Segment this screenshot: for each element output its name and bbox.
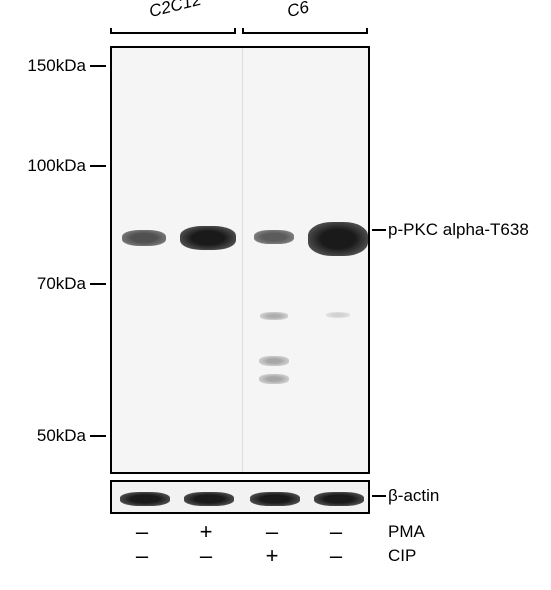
sample-bracket-2 [242, 32, 368, 34]
actin-blot [110, 480, 370, 514]
cip-lane2: – [176, 546, 236, 566]
pma-lane1: – [112, 522, 172, 542]
lane-group-divider [242, 48, 243, 472]
cip-lane1: – [112, 546, 172, 566]
pma-lane2: + [176, 522, 236, 542]
band-lane3-faint1 [260, 312, 288, 320]
mw-tick-150 [90, 65, 106, 67]
mw-label-70: 70kDa [6, 274, 86, 294]
pma-lane3: – [242, 522, 302, 542]
mw-label-100: 100kDa [6, 156, 86, 176]
western-blot-figure: C2C12 C6 150kDa 100kDa 70kDa 50kDa p-PKC… [0, 0, 551, 590]
cip-label: CIP [388, 546, 416, 566]
cip-lane3: + [242, 546, 302, 566]
sample-label-c2c12: C2C12 [147, 0, 203, 22]
band-lane3-faint3 [259, 374, 289, 384]
sample-bracket-2-left [242, 28, 244, 34]
actin-label: β-actin [388, 486, 439, 506]
main-blot [110, 46, 370, 474]
mw-tick-50 [90, 435, 106, 437]
actin-band-1 [120, 492, 170, 506]
sample-bracket-1 [110, 32, 236, 34]
sample-bracket-2-right [366, 28, 368, 34]
sample-label-c6: C6 [285, 0, 311, 22]
band-lane4-faint [326, 312, 350, 318]
band-lane2-main [180, 226, 236, 250]
band-lane4-main [308, 222, 368, 256]
actin-band-4 [314, 492, 364, 506]
target-label: p-PKC alpha-T638 [388, 220, 529, 240]
band-lane1-main [122, 230, 166, 246]
sample-bracket-1-right [234, 28, 236, 34]
pma-label: PMA [388, 522, 425, 542]
pma-lane4: – [306, 522, 366, 542]
mw-label-150: 150kDa [6, 56, 86, 76]
sample-group-header: C2C12 C6 [110, 2, 370, 42]
target-tick [372, 229, 386, 231]
mw-tick-70 [90, 283, 106, 285]
cip-lane4: – [306, 546, 366, 566]
mw-label-50: 50kDa [6, 426, 86, 446]
actin-tick [372, 495, 386, 497]
actin-band-3 [250, 492, 300, 506]
sample-bracket-1-left [110, 28, 112, 34]
band-lane3-main [254, 230, 294, 244]
band-lane3-faint2 [259, 356, 289, 366]
actin-band-2 [184, 492, 234, 506]
mw-tick-100 [90, 165, 106, 167]
